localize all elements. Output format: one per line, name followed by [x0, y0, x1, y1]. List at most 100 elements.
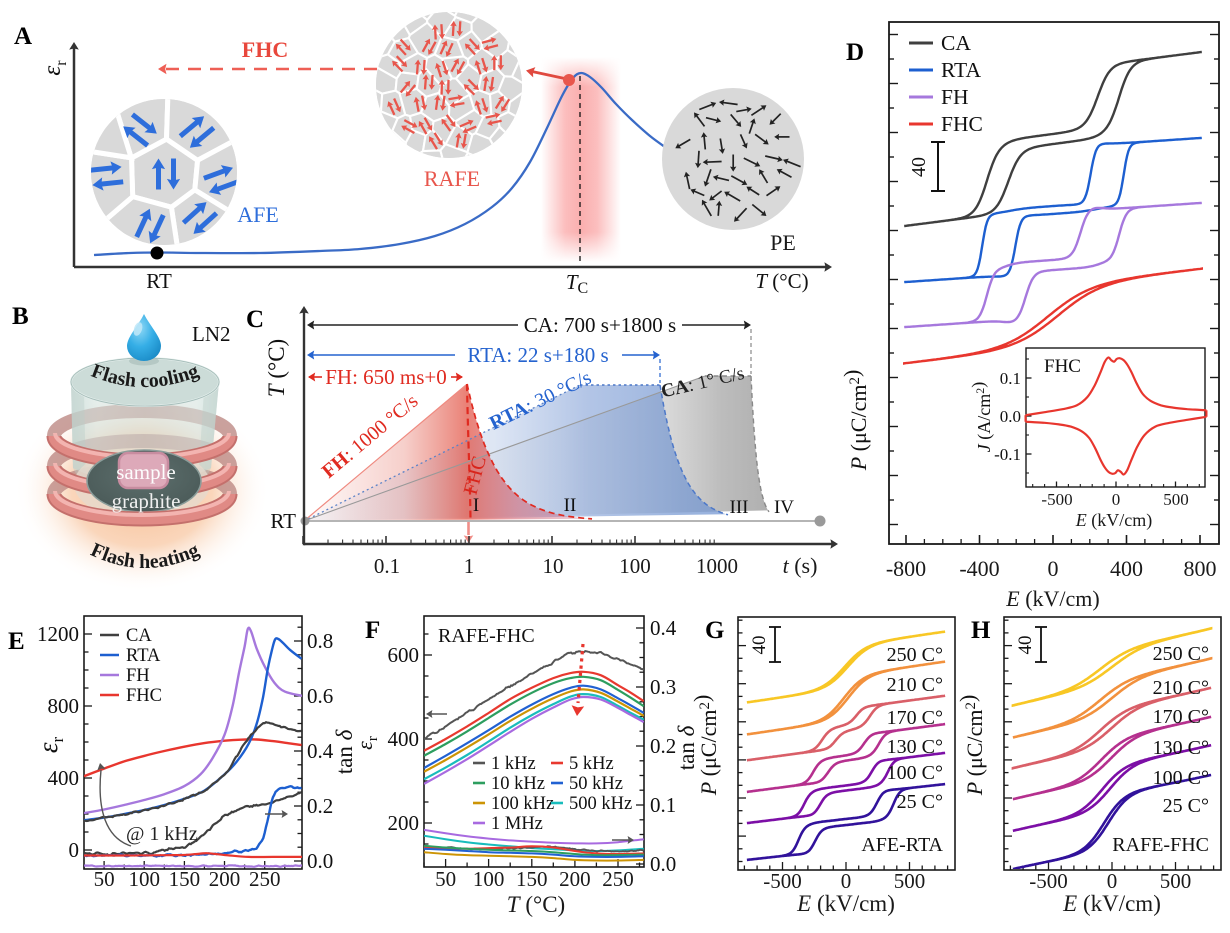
- svg-text:sample: sample: [116, 460, 175, 484]
- svg-text:-500: -500: [763, 869, 802, 893]
- svg-text:FHC: FHC: [941, 112, 983, 136]
- svg-text:0.3: 0.3: [650, 675, 676, 699]
- svg-text:100: 100: [128, 867, 160, 891]
- svg-text:0.1: 0.1: [650, 793, 676, 817]
- svg-text:100: 100: [473, 867, 505, 891]
- svg-text:E (kV/cm): E (kV/cm): [1005, 586, 1099, 611]
- svg-text:B: B: [12, 303, 29, 330]
- svg-text:0.0: 0.0: [307, 849, 333, 873]
- svg-text:5 kHz: 5 kHz: [569, 754, 614, 774]
- svg-text:200: 200: [388, 811, 420, 835]
- svg-text:0.4: 0.4: [307, 739, 334, 763]
- svg-text:C: C: [246, 306, 264, 333]
- svg-text:D: D: [846, 39, 864, 66]
- svg-text:500: 500: [1160, 869, 1192, 893]
- svg-text:100 C°: 100 C°: [1153, 767, 1209, 789]
- svg-text:40: 40: [749, 636, 770, 655]
- svg-text:-500: -500: [1029, 869, 1068, 893]
- svg-text:FHC: FHC: [1044, 356, 1081, 377]
- svg-text:1000: 1000: [696, 554, 738, 578]
- svg-text:A: A: [14, 23, 32, 50]
- svg-text:0.8: 0.8: [307, 629, 333, 653]
- svg-text:800: 800: [48, 694, 80, 718]
- svg-text:F: F: [365, 617, 380, 644]
- svg-text:10 kHz: 10 kHz: [491, 774, 545, 794]
- svg-text:500: 500: [1163, 490, 1189, 509]
- svg-text:CA: CA: [941, 31, 971, 55]
- svg-text:500 kHz: 500 kHz: [569, 794, 632, 814]
- svg-text:1 MHz: 1 MHz: [491, 814, 543, 834]
- svg-text:T (°C): T (°C): [507, 892, 565, 917]
- svg-text:PE: PE: [770, 230, 796, 255]
- svg-text:400: 400: [48, 766, 80, 790]
- svg-text:FH: FH: [941, 85, 968, 109]
- svg-text:130 C°: 130 C°: [1153, 737, 1209, 759]
- svg-text:III: III: [730, 497, 749, 518]
- svg-text:RAFE-FHC: RAFE-FHC: [438, 625, 535, 647]
- svg-text:E (kV/cm): E (kV/cm): [796, 891, 895, 916]
- svg-text:25 C°: 25 C°: [1163, 795, 1209, 817]
- svg-text:E: E: [8, 628, 25, 655]
- svg-text:100 C°: 100 C°: [887, 762, 943, 784]
- svg-text:t (s): t (s): [783, 553, 818, 578]
- svg-text:50: 50: [435, 867, 456, 891]
- svg-text:H: H: [971, 617, 991, 644]
- svg-text:0: 0: [1112, 490, 1121, 509]
- svg-text:250 C°: 250 C°: [887, 644, 943, 666]
- svg-text:130 C°: 130 C°: [887, 736, 943, 758]
- svg-text:0: 0: [841, 869, 852, 893]
- svg-text:RTA: 22 s+180 s: RTA: 22 s+180 s: [467, 343, 608, 367]
- svg-text:T (°C): T (°C): [264, 339, 289, 397]
- svg-text:FHC: FHC: [126, 686, 162, 706]
- svg-text:0: 0: [1107, 869, 1118, 893]
- svg-text:@ 1 kHz: @ 1 kHz: [126, 823, 198, 845]
- svg-text:250 C°: 250 C°: [1153, 643, 1209, 665]
- svg-text:IV: IV: [774, 497, 794, 518]
- svg-text:RTA: RTA: [941, 58, 981, 82]
- svg-text:E (kV/cm): E (kV/cm): [1062, 891, 1161, 916]
- svg-text:150: 150: [516, 867, 548, 891]
- svg-text:1: 1: [464, 554, 475, 578]
- svg-text:RAFE: RAFE: [424, 166, 480, 191]
- svg-text:G: G: [705, 617, 724, 644]
- svg-text:0.0: 0.0: [650, 852, 676, 876]
- svg-text:0.4: 0.4: [650, 616, 677, 640]
- svg-text:170 C°: 170 C°: [887, 707, 943, 729]
- svg-text:150: 150: [169, 867, 201, 891]
- svg-text:100: 100: [619, 554, 651, 578]
- svg-text:250: 250: [249, 867, 281, 891]
- svg-text:0.2: 0.2: [307, 794, 333, 818]
- svg-text:170 C°: 170 C°: [1153, 706, 1209, 728]
- svg-text:FH: 650 ms+0: FH: 650 ms+0: [325, 365, 447, 389]
- svg-text:graphite: graphite: [112, 489, 181, 513]
- svg-text:II: II: [564, 495, 577, 516]
- svg-text:40: 40: [908, 157, 930, 177]
- svg-text:200: 200: [209, 867, 241, 891]
- svg-text:100 kHz: 100 kHz: [491, 794, 554, 814]
- svg-text:CA: CA: [126, 626, 152, 646]
- svg-text:0: 0: [69, 838, 80, 862]
- svg-text:T (°C): T (°C): [755, 269, 808, 293]
- svg-text:-0.1: -0.1: [994, 445, 1021, 464]
- svg-text:210 C°: 210 C°: [1153, 677, 1209, 699]
- svg-text:500: 500: [894, 869, 926, 893]
- svg-text:-400: -400: [959, 556, 999, 581]
- svg-text:FHC: FHC: [242, 37, 288, 62]
- svg-text:I: I: [473, 495, 479, 516]
- svg-text:0.2: 0.2: [650, 734, 676, 758]
- svg-text:RAFE-FHC: RAFE-FHC: [1112, 834, 1209, 856]
- svg-text:50 kHz: 50 kHz: [569, 774, 623, 794]
- svg-text:0.1: 0.1: [374, 554, 400, 578]
- svg-text:800: 800: [1184, 556, 1217, 581]
- svg-text:0.6: 0.6: [307, 684, 333, 708]
- svg-text:AFE: AFE: [237, 202, 279, 227]
- svg-text:250: 250: [602, 867, 634, 891]
- svg-text:50: 50: [94, 867, 115, 891]
- svg-text:RT: RT: [270, 509, 296, 533]
- svg-text:210 C°: 210 C°: [887, 674, 943, 696]
- svg-text:600: 600: [388, 643, 420, 667]
- svg-text:10: 10: [543, 554, 564, 578]
- svg-text:AFE-RTA: AFE-RTA: [861, 834, 943, 856]
- svg-text:-500: -500: [1041, 490, 1072, 509]
- svg-text:1200: 1200: [37, 622, 79, 646]
